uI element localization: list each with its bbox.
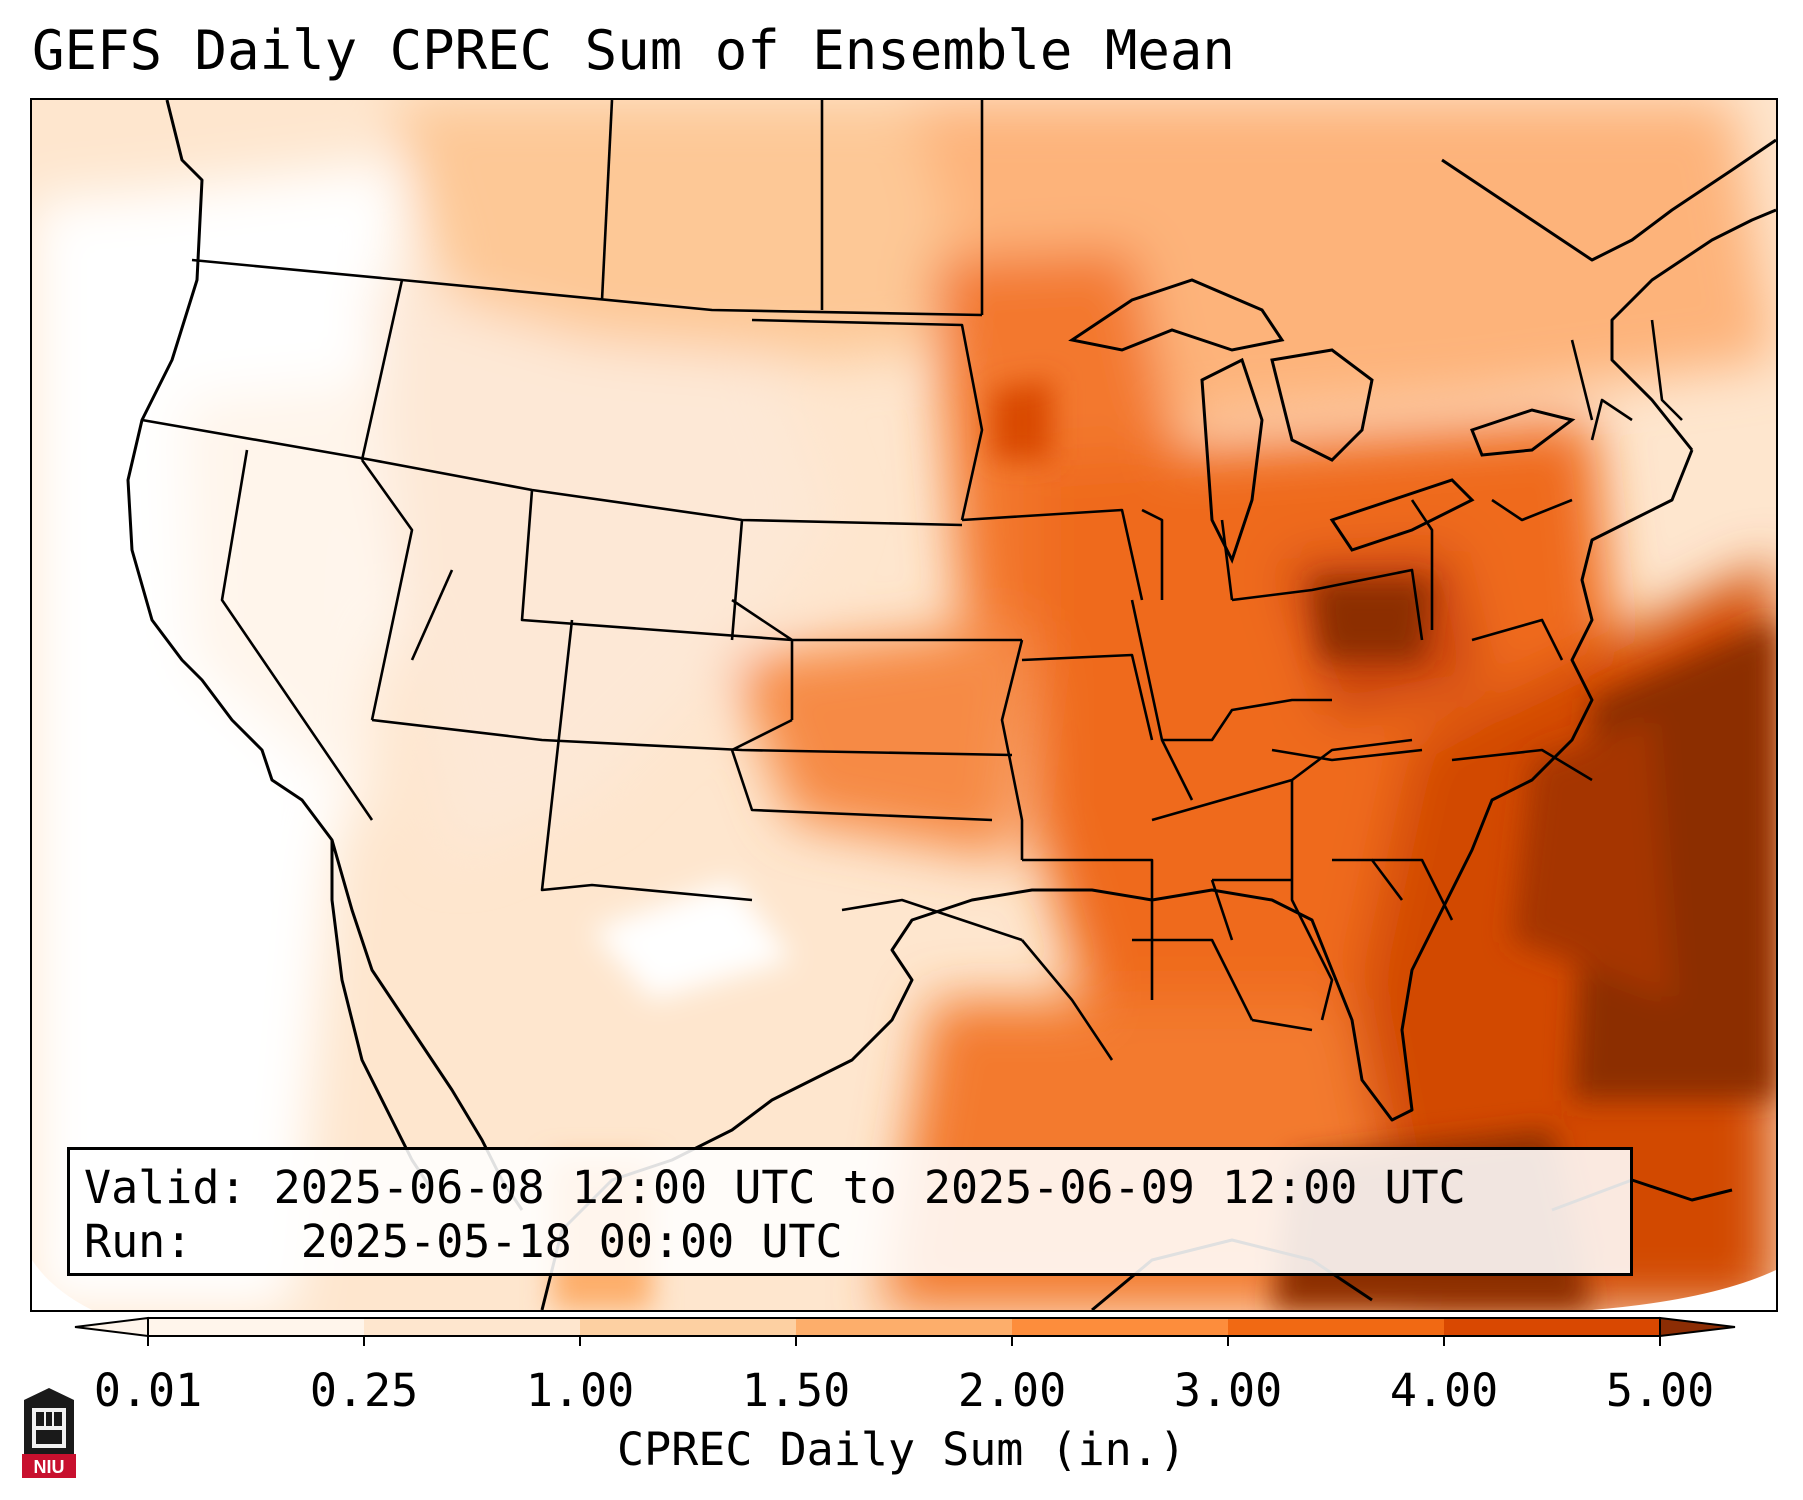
colorbar-segments	[74, 1316, 1736, 1338]
map-title: GEFS Daily CPREC Sum of Ensemble Mean	[32, 19, 1235, 82]
validity-info-box: Valid: 2025-06-08 12:00 UTC to 2025-06-0…	[67, 1147, 1633, 1276]
run-line: Run: 2025-05-18 00:00 UTC	[84, 1215, 1630, 1269]
colorbar-segment	[1228, 1318, 1445, 1336]
colorbar-tick-label: 1.00	[525, 1364, 635, 1417]
colorbar-segment	[1012, 1318, 1229, 1336]
colorbar-tick-label: 5.00	[1605, 1364, 1715, 1417]
map-panel[interactable]	[30, 98, 1778, 1312]
colorbar-ticks	[147, 1336, 1661, 1346]
colorbar-tick-label: 0.25	[309, 1364, 419, 1417]
state-borders	[141, 100, 1683, 1061]
precip-field	[32, 100, 1776, 1310]
logo-text: NIU	[34, 1457, 65, 1477]
colorbar-segment	[148, 1318, 365, 1336]
colorbar-tick-label: 1.50	[741, 1364, 851, 1417]
colorbar-extend-high	[1659, 1316, 1736, 1338]
colorbar	[74, 1316, 1736, 1346]
great-lakes	[1068, 278, 1576, 564]
colorbar-label: CPREC Daily Sum (in.)	[617, 1423, 1186, 1476]
colorbar-segment	[580, 1318, 797, 1336]
niu-logo: NIU	[22, 1388, 76, 1478]
colorbar-tick-label: 0.01	[93, 1364, 203, 1417]
colorbar-extend-low	[74, 1316, 149, 1338]
run-value: 2025-05-18 00:00 UTC	[300, 1215, 843, 1268]
run-label: Run:	[84, 1215, 193, 1268]
colorbar-segment	[1444, 1318, 1661, 1336]
colorbar-tick-label: 4.00	[1389, 1364, 1499, 1417]
valid-label: Valid:	[84, 1161, 247, 1214]
colorbar-tick-label: 3.00	[1173, 1364, 1283, 1417]
colorbar-segment	[364, 1318, 581, 1336]
colorbar-segment	[796, 1318, 1013, 1336]
valid-line: Valid: 2025-06-08 12:00 UTC to 2025-06-0…	[84, 1161, 1630, 1215]
precipitation-map	[32, 100, 1776, 1310]
colorbar-outline	[147, 1317, 1661, 1337]
valid-value: 2025-06-08 12:00 UTC to 2025-06-09 12:00…	[273, 1161, 1466, 1214]
colorbar-tick-label: 2.00	[957, 1364, 1067, 1417]
